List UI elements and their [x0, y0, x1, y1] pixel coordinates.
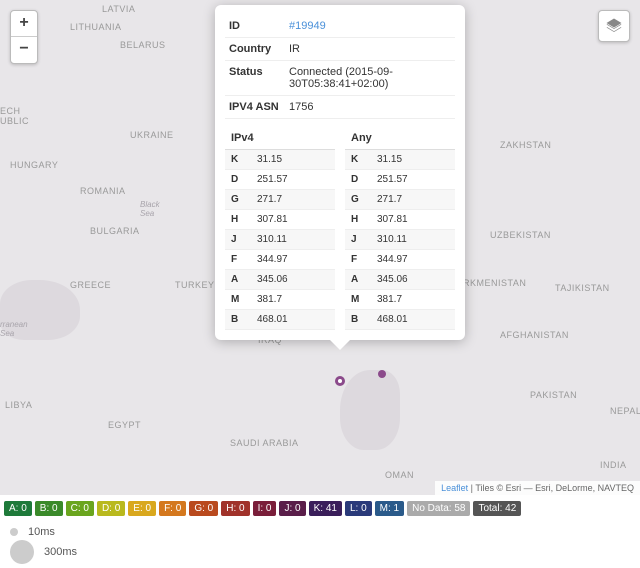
row-value: 307.81 — [251, 210, 335, 230]
legend-badge: C: 0 — [66, 501, 94, 516]
popup-field-value: #19949 — [285, 15, 455, 38]
legend-badge: H: 0 — [221, 501, 249, 516]
map-marker[interactable] — [335, 376, 345, 386]
map-container[interactable]: LATVIALITHUANIABELARUSECHUBLICUKRAINEHUN… — [0, 0, 640, 495]
row-key: M — [345, 290, 371, 310]
row-key: D — [225, 170, 251, 190]
row-key: B — [225, 310, 251, 330]
zoom-control: + − — [10, 10, 38, 64]
any-column: Any K31.15D251.57G271.7H307.81J310.11F34… — [345, 127, 455, 330]
map-marker[interactable] — [378, 370, 386, 378]
ipv4-header: IPv4 — [225, 127, 335, 150]
popup-field-value: Connected (2015-09-30T05:38:41+02:00) — [285, 61, 455, 96]
row-value: 345.06 — [251, 270, 335, 290]
id-link[interactable]: #19949 — [289, 20, 326, 32]
legend-badge: J: 0 — [279, 501, 305, 516]
row-key: F — [225, 250, 251, 270]
legend-badge: D: 0 — [97, 501, 125, 516]
row-value: 468.01 — [371, 310, 455, 330]
ipv4-column: IPv4 K31.15D251.57G271.7H307.81J310.11F3… — [225, 127, 335, 330]
map-attribution: Leaflet | Tiles © Esri — Esri, DeLorme, … — [435, 481, 640, 495]
row-value: 271.7 — [371, 190, 455, 210]
row-value: 251.57 — [371, 170, 455, 190]
row-value: 344.97 — [371, 250, 455, 270]
legend-badge: I: 0 — [253, 501, 277, 516]
row-value: 251.57 — [251, 170, 335, 190]
popup-field-key: Country — [225, 38, 285, 61]
row-key: K — [345, 150, 371, 170]
info-popup: ID #19949 CountryIRStatusConnected (2015-0… — [215, 5, 465, 340]
legend-badge: G: 0 — [189, 501, 218, 516]
size-label: 300ms — [44, 546, 77, 558]
row-key: B — [345, 310, 371, 330]
zoom-in-button[interactable]: + — [11, 11, 37, 37]
row-key: A — [225, 270, 251, 290]
row-value: 31.15 — [371, 150, 455, 170]
water-label: rraneanSea — [0, 320, 28, 338]
row-key: M — [225, 290, 251, 310]
row-key: H — [345, 210, 371, 230]
legend-badge: Total: 42 — [473, 501, 521, 516]
layers-icon — [605, 17, 623, 35]
popup-header-table: ID #19949 CountryIRStatusConnected (2015-0… — [225, 15, 455, 119]
legend-badge: No Data: 58 — [407, 501, 470, 516]
row-value: 344.97 — [251, 250, 335, 270]
row-key: H — [225, 210, 251, 230]
row-value: 468.01 — [251, 310, 335, 330]
popup-field-key: Status — [225, 61, 285, 96]
size-dot — [10, 528, 18, 536]
row-value: 31.15 — [251, 150, 335, 170]
row-value: 310.11 — [371, 230, 455, 250]
legend-badge: B: 0 — [35, 501, 63, 516]
legend-badge: F: 0 — [159, 501, 186, 516]
legend-badge: L: 0 — [345, 501, 372, 516]
size-dot — [10, 540, 34, 564]
row-key: G — [225, 190, 251, 210]
leaflet-link[interactable]: Leaflet — [441, 483, 468, 493]
size-legend: 10ms 300ms — [0, 522, 640, 568]
size-label: 10ms — [28, 526, 55, 538]
row-key: D — [345, 170, 371, 190]
popup-field-value: 1756 — [285, 96, 455, 119]
row-key: F — [345, 250, 371, 270]
row-value: 271.7 — [251, 190, 335, 210]
layers-button[interactable] — [598, 10, 630, 42]
row-value: 345.06 — [371, 270, 455, 290]
row-value: 381.7 — [371, 290, 455, 310]
ipv4-table: K31.15D251.57G271.7H307.81J310.11F344.97… — [225, 150, 335, 330]
water-label: BlackSea — [140, 200, 160, 218]
row-value: 307.81 — [371, 210, 455, 230]
legend-badge: K: 41 — [309, 501, 342, 516]
row-key: G — [345, 190, 371, 210]
any-table: K31.15D251.57G271.7H307.81J310.11F344.97… — [345, 150, 455, 330]
row-value: 310.11 — [251, 230, 335, 250]
row-key: J — [345, 230, 371, 250]
popup-field-value: IR — [285, 38, 455, 61]
popup-field-key: IPV4 ASN — [225, 96, 285, 119]
row-key: J — [225, 230, 251, 250]
zoom-out-button[interactable]: − — [11, 37, 37, 63]
row-key: A — [345, 270, 371, 290]
legend-badges: A: 0B: 0C: 0D: 0E: 0F: 0G: 0H: 0 I: 0J: 0… — [0, 495, 640, 522]
row-key: K — [225, 150, 251, 170]
any-header: Any — [345, 127, 455, 150]
row-value: 381.7 — [251, 290, 335, 310]
popup-field-key: ID — [225, 15, 285, 38]
legend-badge: A: 0 — [4, 501, 32, 516]
legend-badge: M: 1 — [375, 501, 404, 516]
legend-badge: E: 0 — [128, 501, 156, 516]
